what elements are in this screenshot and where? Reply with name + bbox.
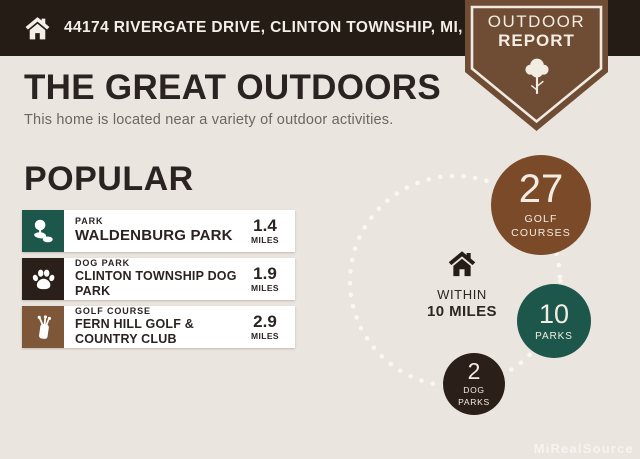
list-item-dog-park: DOG PARK CLINTON TOWNSHIP DOG PARK 1.9 M… [22,258,295,300]
item-distance: 2.9 MILES [244,313,295,341]
stat-value: 10 [538,298,570,329]
list-item-park: PARK WALDENBURG PARK 1.4 MILES [22,210,295,252]
popular-list: PARK WALDENBURG PARK 1.4 MILES DOG PARK [22,210,295,354]
within-label: WITHIN [437,287,487,302]
badge-title-line2: REPORT [498,31,575,50]
page-title: THE GREAT OUTDOORS [24,68,441,107]
stat-value: 2 [467,358,481,385]
watermark: MiRealSource [533,441,634,456]
item-name: CLINTON TOWNSHIP DOG PARK [75,268,237,299]
item-category: PARK [75,216,104,227]
home-icon-dark [447,251,477,282]
distance-unit: MILES [251,234,279,245]
list-item-text: GOLF COURSE FERN HILL GOLF & COUNTRY CLU… [75,306,244,348]
stat-golf-courses: 27 GOLF COURSES [491,155,591,255]
radius-center: WITHIN 10 MILES [397,250,527,320]
outdoor-report-badge: OUTDOOR REPORT [465,0,608,133]
tree-icon [465,57,608,97]
item-category: DOG PARK [75,257,131,268]
distance-value: 1.4 [253,216,277,236]
distance-unit: MILES [251,330,279,341]
paw-icon [22,258,64,300]
radius-miles-label: 10 MILES [427,303,497,320]
stat-label: COURSES [511,227,571,239]
stat-label: PARKS [535,330,573,342]
property-address: 44174 RIVERGATE DRIVE, CLINTON TOWNSHIP,… [64,19,513,36]
stat-label: DOG [463,385,485,396]
list-item-text: PARK WALDENBURG PARK [75,210,233,252]
stat-parks: 10 PARKS [517,284,591,358]
badge-title-line1: OUTDOOR [487,12,586,31]
distance-value: 2.9 [253,312,277,332]
item-name: FERN HILL GOLF & COUNTRY CLUB [75,316,194,347]
item-name: WALDENBURG PARK [75,227,233,245]
stat-value: 27 [518,167,564,212]
item-distance: 1.4 MILES [244,217,295,245]
park-icon [22,210,64,252]
stat-dog-parks: 2 DOG PARKS [443,353,505,415]
item-category: GOLF COURSE [75,305,151,316]
distance-unit: MILES [251,282,279,293]
home-icon [24,16,51,41]
golf-bag-icon [22,306,64,348]
page-subtitle: This home is located near a variety of o… [24,112,394,128]
stat-label: GOLF [524,213,558,226]
item-distance: 1.9 MILES [244,265,295,293]
list-item-text: DOG PARK CLINTON TOWNSHIP DOG PARK [75,258,244,300]
stat-label: PARKS [458,396,490,407]
popular-heading: POPULAR [24,160,194,198]
distance-value: 1.9 [253,264,277,284]
list-item-golf-course: GOLF COURSE FERN HILL GOLF & COUNTRY CLU… [22,306,295,348]
